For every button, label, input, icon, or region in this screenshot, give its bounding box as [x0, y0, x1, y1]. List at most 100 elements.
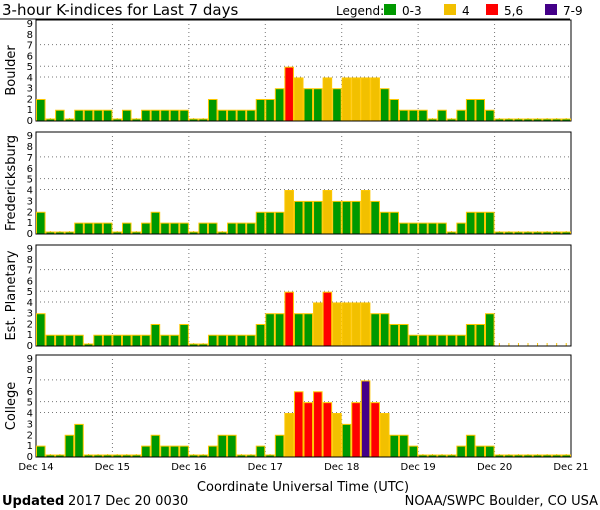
k-index-bar [284, 66, 294, 122]
k-index-bar [465, 98, 476, 122]
k-index-bar [150, 211, 161, 235]
k-index-bar [74, 423, 84, 458]
k-index-bar [112, 334, 122, 347]
k-index-bar [284, 190, 294, 235]
k-index-bar [36, 313, 46, 347]
k-index-bar [93, 109, 103, 122]
updated-value: 2017 Dec 20 0030 [68, 494, 188, 509]
k-index-bar [217, 334, 228, 347]
y-tick-label: 5 [27, 62, 33, 73]
k-index-bar [303, 402, 314, 458]
legend-swatch [384, 4, 396, 15]
y-tick-label: 1 [27, 330, 33, 341]
y-tick-label: 1 [27, 218, 33, 229]
legend-entry-label: 0-3 [402, 4, 422, 18]
y-tick-label: 4 [27, 409, 33, 420]
k-index-bar [408, 222, 419, 235]
k-index-bar [485, 211, 495, 235]
k-index-bar [370, 313, 380, 347]
k-index-bar [427, 334, 438, 347]
k-index-bar [408, 334, 419, 347]
y-tick-label: 2 [27, 319, 33, 330]
k-index-bar [456, 334, 466, 347]
legend-swatch [486, 4, 498, 15]
y-tick-label: 8 [27, 30, 33, 41]
k-index-bar [322, 190, 333, 235]
k-index-bar [169, 109, 180, 122]
k-index-bar [379, 88, 390, 122]
k-index-bar [313, 391, 323, 458]
k-index-bar [284, 291, 294, 347]
k-index-bar [274, 434, 285, 458]
legend-label: Legend: [336, 4, 384, 18]
k-index-bar [274, 313, 285, 347]
k-index-bar [265, 211, 275, 235]
k-index-bar [379, 211, 390, 235]
updated-label: Updated [2, 494, 64, 509]
k-index-bar [332, 413, 342, 458]
k-index-bar [322, 291, 333, 347]
k-index-bar [169, 445, 180, 458]
k-index-bar [408, 109, 419, 122]
k-index-bar [150, 323, 161, 347]
k-index-bar [293, 391, 304, 458]
k-index-bar [456, 445, 466, 458]
k-index-bar [74, 109, 84, 122]
x-tick-label: Dec 18 [324, 462, 359, 473]
k-index-bar [399, 434, 409, 458]
k-index-bar [313, 200, 323, 235]
k-index-bar [102, 334, 113, 347]
series-label: Fredericksburg [4, 135, 19, 231]
k-index-bar [160, 109, 170, 122]
y-tick-label: 2 [27, 207, 33, 218]
k-index-bar [255, 323, 266, 347]
x-tick-labels: Dec 14 Dec 15 Dec 16 Dec 17 Dec 18 Dec 19 Dec … [18, 462, 588, 473]
x-tick-label: Dec 15 [95, 462, 130, 473]
k-index-bar [322, 402, 333, 458]
k-index-bar [274, 88, 285, 122]
k-index-bar [370, 402, 380, 458]
k-index-bar [351, 200, 361, 235]
series-label: Est. Planetary [4, 250, 19, 340]
k-index-bar [351, 402, 361, 458]
k-index-bar [360, 302, 371, 347]
k-index-bar [418, 109, 428, 122]
k-index-bar [465, 434, 476, 458]
y-tick-label: 7 [27, 266, 33, 277]
k-index-bar [150, 434, 161, 458]
y-tick-label: 2 [27, 94, 33, 105]
k-index-bar [255, 98, 266, 122]
k-index-bar [437, 222, 447, 235]
k-index-bar [293, 77, 304, 122]
k-index-bar [236, 222, 247, 235]
k-index-bar [179, 445, 189, 458]
k-index-bar [293, 200, 304, 235]
k-index-bar [303, 88, 314, 122]
k-index-bar [141, 445, 151, 458]
k-index-bar [36, 445, 46, 458]
k-index-bar [160, 222, 170, 235]
k-index-bar [93, 222, 103, 235]
y-tick-label: 4 [27, 186, 33, 197]
y-tick-label: 5 [27, 175, 33, 186]
k-index-bar [121, 109, 132, 122]
y-tick-label: 6 [27, 276, 33, 287]
x-tick-label: Dec 16 [171, 462, 206, 473]
legend-entry-label: 5,6 [504, 4, 523, 18]
y-tick-label: 1 [27, 441, 33, 452]
k-index-bar [236, 109, 247, 122]
k-index-bar [265, 313, 275, 347]
k-index-bar [475, 323, 486, 347]
legend-entry-label: 7-9 [563, 4, 583, 18]
k-index-bar [55, 109, 65, 122]
k-index-bar [437, 334, 447, 347]
k-index-bar [55, 334, 65, 347]
k-index-bar [141, 334, 151, 347]
series-label: Boulder [4, 45, 19, 96]
k-index-bar [207, 98, 218, 122]
k-index-bar [485, 445, 495, 458]
k-index-bar [341, 200, 352, 235]
